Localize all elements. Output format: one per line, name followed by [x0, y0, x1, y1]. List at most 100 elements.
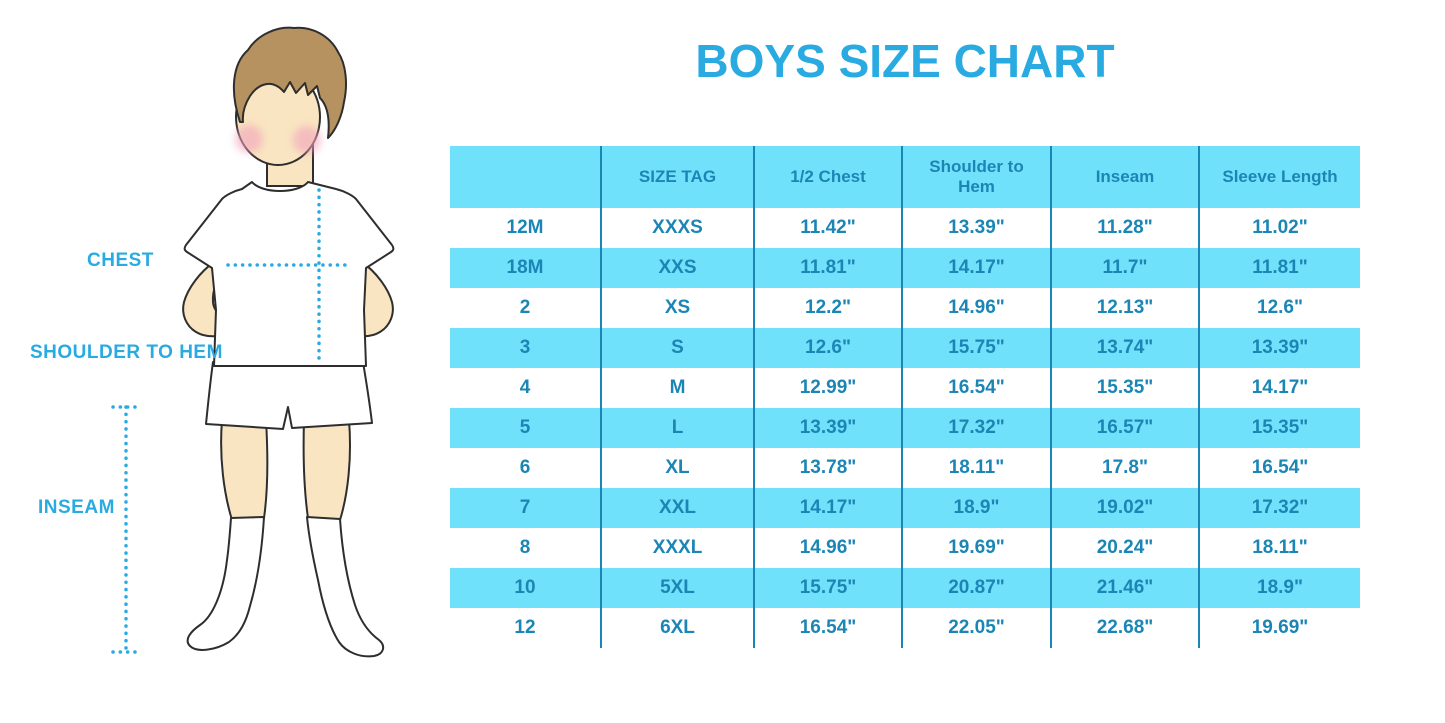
- chest-label: CHEST: [87, 250, 154, 271]
- table-cell: XXS: [602, 248, 755, 288]
- column-header: 1/2 Chest: [755, 146, 903, 208]
- table-cell: 18M: [450, 248, 602, 288]
- boy-right-cheek: [293, 126, 321, 154]
- table-cell: 7: [450, 488, 602, 528]
- table-cell: 11.02": [1252, 217, 1308, 239]
- table-cell: 12.6": [755, 328, 903, 368]
- table-cell: 11.7": [1052, 248, 1200, 288]
- boy-hair: [232, 26, 347, 139]
- table-row: 10 5XL 15.75" 20.87" 21.46" 18.9": [450, 568, 1360, 608]
- table-cell: 11.28": [1052, 208, 1200, 248]
- table-row: 7 XXL 14.17" 18.9" 19.02" 17.32": [450, 488, 1360, 528]
- table-cell: XL: [602, 448, 755, 488]
- table-cell: 21.46": [1052, 568, 1200, 608]
- table-row: 8 XXXL 14.96" 19.69" 20.24" 18.11": [450, 528, 1360, 568]
- table-cell: 6: [450, 448, 602, 488]
- table-cell: 19.69": [1251, 617, 1309, 639]
- table-cell: 11.81": [1252, 257, 1308, 279]
- table-cell: 4: [450, 368, 602, 408]
- table-cell: 15.35": [1052, 368, 1200, 408]
- table-cell: 5: [450, 408, 602, 448]
- column-header: SIZE TAG: [602, 146, 755, 208]
- table-cell: 13.78": [755, 448, 903, 488]
- table-cell: 6XL: [602, 608, 755, 648]
- table-cell: 16.54": [1251, 457, 1309, 479]
- column-header: Shoulder to Hem: [903, 146, 1052, 208]
- table-row: 5 L 13.39" 17.32" 16.57" 15.35": [450, 408, 1360, 448]
- table-cell: 5XL: [602, 568, 755, 608]
- table-cell: L: [602, 408, 755, 448]
- table-row: 18M XXS 11.81" 14.17" 11.7" 11.81": [450, 248, 1360, 288]
- table-cell: 15.35": [1251, 417, 1309, 439]
- boy-shorts: [205, 361, 373, 430]
- boy-tshirt: [183, 181, 395, 367]
- table-cell: 13.39": [903, 208, 1052, 248]
- table-cell: 13.39": [1251, 337, 1309, 359]
- table-cell: 14.17": [1251, 377, 1309, 399]
- table-cell: 12: [450, 608, 602, 648]
- table-cell: 17.32": [903, 408, 1052, 448]
- shoulder-to-hem-label: SHOULDER TO HEM: [30, 342, 223, 363]
- column-header: Sleeve Length: [1222, 167, 1338, 187]
- table-cell: S: [602, 328, 755, 368]
- table-cell: 14.17": [755, 488, 903, 528]
- table-cell: 15.75": [755, 568, 903, 608]
- table-row: 3 S 12.6" 15.75" 13.74" 13.39": [450, 328, 1360, 368]
- boy-left-cheek: [235, 125, 263, 153]
- size-table: SIZE TAG 1/2 Chest Shoulder to Hem Inseam Sl…: [450, 146, 1360, 648]
- table-header-row: SIZE TAG 1/2 Chest Shoulder to Hem Inseam Sl…: [450, 146, 1360, 208]
- page-title: BOYS SIZE CHART: [695, 35, 1115, 87]
- table-cell: XXXS: [602, 208, 755, 248]
- boy-left-leg: [220, 419, 269, 522]
- table-cell: M: [602, 368, 755, 408]
- table-cell: 20.87": [903, 568, 1052, 608]
- table-cell: 14.96": [903, 288, 1052, 328]
- table-cell: 18.9": [903, 488, 1052, 528]
- table-cell: 8: [450, 528, 602, 568]
- table-cell: 12.99": [755, 368, 903, 408]
- table-body: 12M XXXS 11.42" 13.39" 11.28" 11.02" 18M XXS 11.…: [450, 208, 1360, 648]
- boy-right-leg: [302, 419, 351, 522]
- table-row: 4 M 12.99" 16.54" 15.35" 14.17": [450, 368, 1360, 408]
- table-cell: XS: [602, 288, 755, 328]
- table-cell: 11.42": [755, 208, 903, 248]
- table-cell: 13.74": [1052, 328, 1200, 368]
- column-header: Inseam: [1052, 146, 1200, 208]
- table-cell: XXL: [602, 488, 755, 528]
- table-cell: 16.57": [1052, 408, 1200, 448]
- table-cell: 10: [450, 568, 602, 608]
- boy-right-sock: [306, 516, 385, 658]
- table-cell: 16.54": [903, 368, 1052, 408]
- table-cell: 2: [450, 288, 602, 328]
- table-cell: 18.11": [903, 448, 1052, 488]
- table-cell: 20.24": [1052, 528, 1200, 568]
- table-cell: 12.13": [1052, 288, 1200, 328]
- table-cell: 19.02": [1052, 488, 1200, 528]
- table-cell: 16.54": [755, 608, 903, 648]
- table-cell: 13.39": [755, 408, 903, 448]
- table-row: 2 XS 12.2" 14.96" 12.13" 12.6": [450, 288, 1360, 328]
- table-row: 12M XXXS 11.42" 13.39" 11.28" 11.02": [450, 208, 1360, 248]
- table-cell: 18.11": [1252, 537, 1308, 559]
- table-cell: 17.8": [1052, 448, 1200, 488]
- boy-illustration: [111, 26, 395, 658]
- table-row: 12 6XL 16.54" 22.05" 22.68" 19.69": [450, 608, 1360, 648]
- boy-left-sock: [186, 516, 265, 651]
- table-cell: 22.05": [903, 608, 1052, 648]
- table-cell: 14.17": [903, 248, 1052, 288]
- inseam-label: INSEAM: [38, 497, 115, 518]
- table-cell: 12M: [450, 208, 602, 248]
- table-cell: 17.32": [1251, 497, 1309, 519]
- table-cell: 11.81": [755, 248, 903, 288]
- table-row: 6 XL 13.78" 18.11" 17.8" 16.54": [450, 448, 1360, 488]
- table-cell: 12.2": [755, 288, 903, 328]
- table-cell: 12.6": [1257, 297, 1303, 319]
- table-cell: 22.68": [1052, 608, 1200, 648]
- table-cell: XXXL: [602, 528, 755, 568]
- table-cell: 18.9": [1257, 577, 1303, 599]
- table-cell: 19.69": [903, 528, 1052, 568]
- table-cell: 15.75": [903, 328, 1052, 368]
- column-header: [450, 146, 602, 208]
- table-cell: 14.96": [755, 528, 903, 568]
